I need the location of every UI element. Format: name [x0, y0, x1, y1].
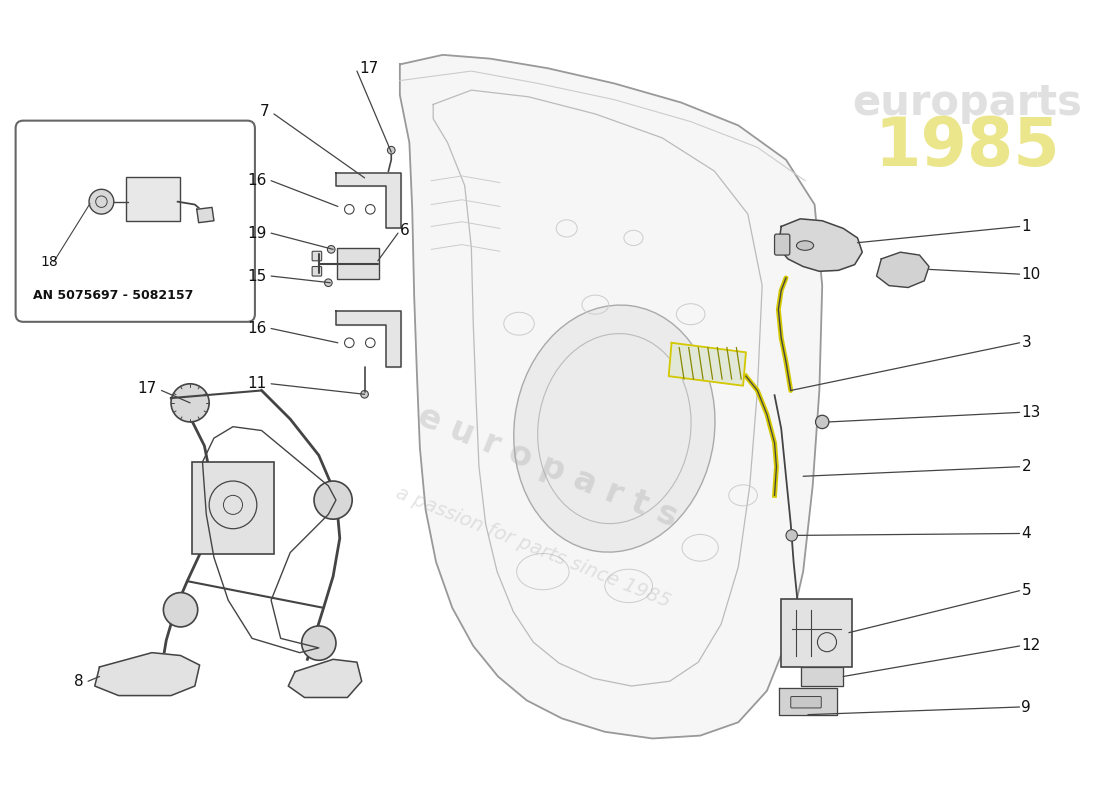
- Circle shape: [164, 593, 198, 627]
- FancyBboxPatch shape: [312, 251, 321, 261]
- Polygon shape: [779, 219, 862, 271]
- Text: 18: 18: [41, 254, 58, 269]
- Text: e u r o p a r t s: e u r o p a r t s: [412, 399, 682, 534]
- Text: 9: 9: [1022, 699, 1031, 714]
- Text: 7: 7: [260, 104, 270, 118]
- Polygon shape: [669, 342, 746, 386]
- Text: 3: 3: [1022, 335, 1031, 350]
- Circle shape: [387, 146, 395, 154]
- Text: 10: 10: [1022, 266, 1041, 282]
- Text: 1: 1: [1022, 219, 1031, 234]
- Polygon shape: [95, 653, 199, 695]
- Polygon shape: [336, 311, 400, 366]
- Ellipse shape: [796, 241, 814, 250]
- Text: 8: 8: [74, 674, 84, 689]
- Text: 11: 11: [248, 376, 266, 391]
- Text: AN 5075697 - 5082157: AN 5075697 - 5082157: [33, 289, 194, 302]
- Circle shape: [170, 384, 209, 422]
- FancyBboxPatch shape: [126, 177, 179, 221]
- Text: 17: 17: [138, 381, 156, 396]
- FancyBboxPatch shape: [312, 266, 321, 276]
- FancyBboxPatch shape: [337, 249, 378, 279]
- Text: 2: 2: [1022, 459, 1031, 474]
- Text: 13: 13: [1022, 405, 1041, 420]
- Text: 12: 12: [1022, 638, 1041, 654]
- Circle shape: [328, 246, 336, 253]
- Polygon shape: [877, 252, 930, 287]
- Circle shape: [815, 415, 829, 429]
- Text: 1985: 1985: [874, 114, 1060, 180]
- Circle shape: [324, 279, 332, 286]
- Polygon shape: [801, 667, 844, 686]
- Circle shape: [361, 390, 368, 398]
- Polygon shape: [399, 55, 822, 738]
- Polygon shape: [336, 173, 400, 228]
- Text: a passion for parts since 1985: a passion for parts since 1985: [393, 484, 673, 612]
- FancyBboxPatch shape: [791, 697, 822, 708]
- Text: 16: 16: [248, 321, 266, 336]
- Text: 15: 15: [248, 269, 266, 283]
- Text: 6: 6: [399, 222, 409, 238]
- Text: 4: 4: [1022, 526, 1031, 541]
- Polygon shape: [197, 207, 213, 222]
- Polygon shape: [779, 688, 836, 714]
- Circle shape: [314, 481, 352, 519]
- Circle shape: [301, 626, 336, 660]
- Text: 17: 17: [359, 61, 378, 76]
- Text: 5: 5: [1022, 583, 1031, 598]
- Polygon shape: [288, 659, 362, 698]
- Text: 16: 16: [248, 174, 266, 188]
- FancyBboxPatch shape: [781, 599, 851, 667]
- Text: europarts: europarts: [852, 82, 1082, 123]
- FancyBboxPatch shape: [15, 121, 255, 322]
- FancyBboxPatch shape: [774, 234, 790, 255]
- Text: 19: 19: [248, 226, 266, 241]
- Circle shape: [786, 530, 798, 541]
- FancyBboxPatch shape: [192, 462, 274, 554]
- Ellipse shape: [514, 305, 715, 552]
- Circle shape: [89, 190, 113, 214]
